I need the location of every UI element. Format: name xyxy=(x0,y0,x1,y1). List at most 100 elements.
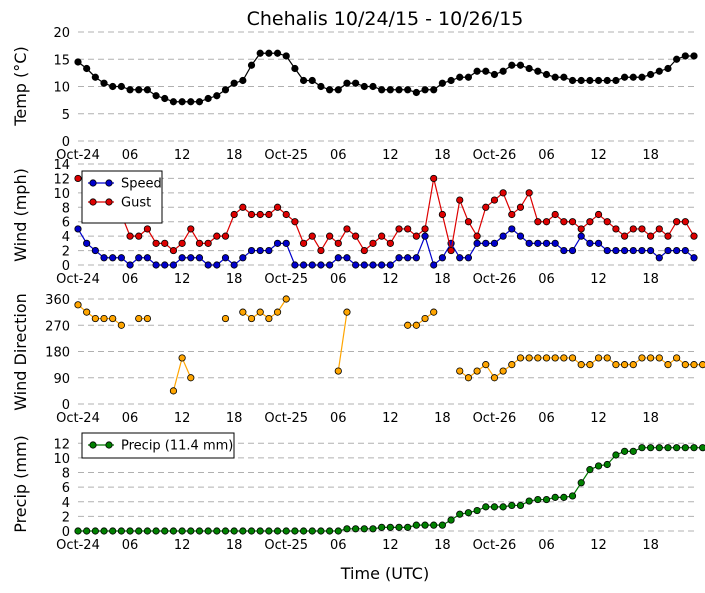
data-point-temp xyxy=(109,82,117,91)
data-point-direction xyxy=(282,295,290,303)
legend-label-gust: Gust xyxy=(121,196,151,211)
x-tick-label: 06 xyxy=(538,148,555,163)
data-point-gust xyxy=(230,210,238,219)
data-point-precip xyxy=(629,447,637,455)
data-point-speed xyxy=(109,254,117,262)
data-point-direction xyxy=(74,301,82,309)
data-point-temp xyxy=(291,64,299,73)
x-tick-label: Oct-24 xyxy=(56,148,100,163)
data-point-temp xyxy=(464,73,473,81)
series-line-direction xyxy=(407,311,435,326)
data-point-gust xyxy=(655,225,663,233)
legend-label-precip: Precip (11.4 mm) xyxy=(121,439,233,454)
data-point-precip xyxy=(265,527,273,535)
data-point-direction xyxy=(534,354,542,362)
data-point-temp xyxy=(594,76,603,85)
x-tick-label: 12 xyxy=(174,148,191,163)
y-axis-label: Precip (mm) xyxy=(11,435,30,533)
data-point-speed xyxy=(352,261,360,269)
data-point-speed xyxy=(638,246,646,255)
x-tick-label: 18 xyxy=(226,411,243,426)
data-point-precip xyxy=(317,527,325,535)
data-point-temp xyxy=(265,49,273,57)
data-point-temp xyxy=(143,86,152,94)
x-axis-label: Time (UTC) xyxy=(340,564,429,583)
data-point-temp xyxy=(664,64,672,73)
data-point-precip xyxy=(360,525,368,533)
data-point-temp xyxy=(161,94,169,103)
data-point-precip xyxy=(655,444,663,452)
data-point-temp xyxy=(178,98,186,106)
data-point-temp xyxy=(438,79,446,87)
x-tick-label: 18 xyxy=(434,148,451,163)
data-point-gust xyxy=(594,210,603,219)
data-point-direction xyxy=(273,308,282,316)
data-point-direction xyxy=(430,308,438,316)
data-point-temp xyxy=(343,79,351,87)
x-tick-label: 12 xyxy=(382,148,399,163)
legend: Precip (11.4 mm) xyxy=(81,432,235,459)
legend-marker-gust xyxy=(105,198,113,206)
data-point-speed xyxy=(117,254,125,262)
x-tick-label: 18 xyxy=(434,538,451,553)
x-tick-label: 06 xyxy=(330,538,347,553)
data-point-speed xyxy=(412,254,420,262)
data-point-gust xyxy=(369,239,377,247)
x-tick-label: 12 xyxy=(590,148,607,163)
data-point-gust xyxy=(143,225,152,233)
y-tick-label: 2 xyxy=(62,245,70,260)
data-point-precip xyxy=(577,479,585,487)
data-point-temp xyxy=(308,76,316,85)
data-point-gust xyxy=(152,239,160,247)
legend-label-speed: Speed xyxy=(121,177,162,192)
x-tick-label: 06 xyxy=(122,411,139,426)
legend-marker-speed xyxy=(89,179,97,187)
data-point-temp xyxy=(681,52,689,60)
data-point-gust xyxy=(620,232,629,240)
legend-box xyxy=(81,170,163,224)
data-point-speed xyxy=(282,239,290,247)
data-point-direction xyxy=(603,354,611,362)
x-tick-label: 06 xyxy=(538,538,555,553)
data-point-direction xyxy=(256,308,264,316)
data-point-gust xyxy=(577,225,585,233)
data-point-precip xyxy=(230,527,238,535)
data-point-temp xyxy=(221,86,230,94)
data-point-precip xyxy=(213,527,221,535)
data-point-temp xyxy=(560,73,568,81)
x-tick-label: 12 xyxy=(590,272,607,287)
x-tick-label: 18 xyxy=(226,538,243,553)
y-tick-label: 360 xyxy=(45,293,70,308)
y-tick-label: 10 xyxy=(53,187,70,202)
data-point-precip xyxy=(178,527,186,535)
series-line-gust xyxy=(120,178,695,252)
data-point-speed xyxy=(560,246,568,255)
data-point-speed xyxy=(91,246,99,255)
data-point-direction xyxy=(568,354,577,362)
data-point-direction xyxy=(655,354,663,362)
data-point-direction xyxy=(143,314,152,323)
data-point-speed xyxy=(655,254,663,262)
y-tick-label: 12 xyxy=(53,437,70,452)
data-point-speed xyxy=(690,254,698,262)
data-point-temp xyxy=(239,76,247,85)
data-point-speed xyxy=(508,225,516,233)
x-tick-label: 06 xyxy=(122,538,139,553)
data-point-temp xyxy=(490,70,499,79)
x-tick-label: Oct-24 xyxy=(56,272,100,287)
data-point-temp xyxy=(247,61,256,69)
data-point-gust xyxy=(516,203,525,211)
data-point-direction xyxy=(109,314,117,323)
data-point-direction xyxy=(499,367,507,375)
data-point-temp xyxy=(508,61,516,69)
y-tick-label: 20 xyxy=(53,26,70,41)
data-point-temp xyxy=(334,86,342,94)
data-point-direction xyxy=(239,308,247,316)
data-point-precip xyxy=(273,527,282,535)
x-tick-label: Oct-25 xyxy=(264,538,308,553)
data-point-precip xyxy=(247,527,256,535)
data-point-speed xyxy=(542,239,551,247)
data-point-speed xyxy=(681,246,689,255)
data-point-speed xyxy=(664,246,672,255)
